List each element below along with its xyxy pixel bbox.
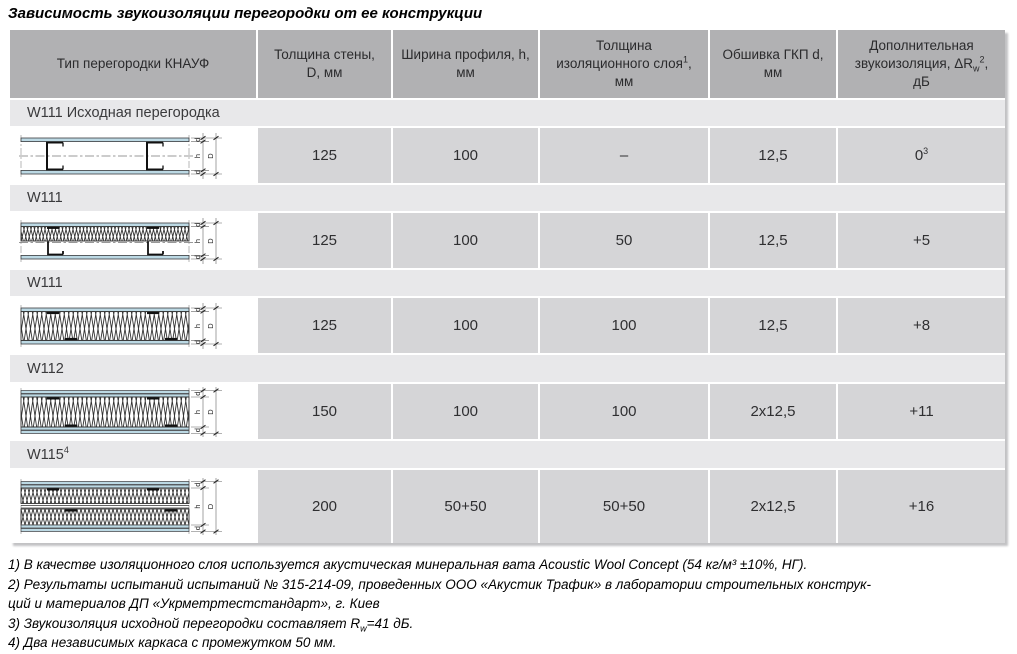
dimension-label-d: d	[193, 526, 202, 530]
footnote-2-line1: 2) Результаты испытаний испытаний № 315-…	[8, 576, 871, 592]
cell-insulation: 100	[540, 298, 708, 353]
cell-wall-thickness: 125	[258, 213, 391, 268]
footnote-2-line2: ций и материалов ДП «Укрметртестстандарт…	[8, 596, 380, 611]
partition-drawing: d h d D	[20, 302, 222, 349]
section-row-w111-original: W111 Исходная перегородка	[10, 100, 1005, 126]
dimension-label-h: h	[193, 504, 202, 508]
partition-drawing: d h d D	[20, 477, 222, 535]
partition-drawing: d h d D	[20, 386, 222, 437]
footnote-3: 3) Звукоизоляция исходной перегородки со…	[8, 615, 414, 634]
partition-diagram-w111-100: d h d D	[10, 298, 256, 353]
page-title: Зависимость звукоизоляции перегородки от…	[8, 5, 483, 22]
cell-cladding: 2x12,5	[710, 384, 836, 439]
dimension-label-h: h	[193, 238, 202, 242]
sound-insulation-table: Тип перегородки КНАУФ Толщина стены, D, …	[10, 30, 1005, 543]
dimension-label-h: h	[193, 409, 202, 413]
partition-diagram-w111-50: d h d D	[10, 213, 256, 268]
footnote-4: 4) Два независимых каркаса с промежутком…	[8, 635, 337, 650]
section-row-w111-100: W111	[10, 270, 1005, 296]
partition-diagram-w111-original: d h d D	[10, 128, 256, 183]
cell-cladding: 12,5	[710, 213, 836, 268]
section-row-w115: W1154	[10, 441, 1005, 468]
cell-insulation: 50+50	[540, 470, 708, 543]
cell-wall-thickness: 150	[258, 384, 391, 439]
cell-profile-width: 100	[393, 128, 538, 183]
cell-insulation: –	[540, 128, 708, 183]
section-row-w112: W112	[10, 355, 1005, 382]
partition-drawing: d h d D	[19, 132, 222, 179]
cell-extra-insulation: +8	[838, 298, 1005, 353]
dimension-label-D: D	[206, 237, 215, 243]
dimension-label-d: d	[193, 340, 202, 344]
cell-profile-width: 100	[393, 384, 538, 439]
header-extra-insulation: Дополнительная звукоизоляция, ΔRw2, дБ	[838, 30, 1005, 98]
header-wall-thickness: Толщина стены, D, мм	[258, 30, 391, 98]
dimension-label-d: d	[193, 170, 202, 174]
partition-diagram-w112: d h d D	[10, 384, 256, 439]
cell-wall-thickness: 200	[258, 470, 391, 543]
cell-cladding: 12,5	[710, 298, 836, 353]
cell-cladding: 12,5	[710, 128, 836, 183]
dimension-label-d: d	[193, 307, 202, 311]
cell-wall-thickness: 125	[258, 128, 391, 183]
header-profile-width: Ширина профиля, h, мм	[393, 30, 538, 98]
dimension-label-d: d	[193, 428, 202, 432]
dimension-label-d: d	[193, 255, 202, 259]
cell-profile-width: 50+50	[393, 470, 538, 543]
dimension-label-D: D	[206, 152, 215, 158]
header-insulation-thickness: Толщина изоляционного слоя1, мм	[540, 30, 708, 98]
dimension-label-h: h	[193, 323, 202, 327]
cell-extra-insulation: +5	[838, 213, 1005, 268]
cell-profile-width: 100	[393, 213, 538, 268]
dimension-label-D: D	[206, 322, 215, 328]
cell-insulation: 50	[540, 213, 708, 268]
cell-extra-insulation: +16	[838, 470, 1005, 543]
header-cladding: Обшивка ГКП d, мм	[710, 30, 836, 98]
cell-wall-thickness: 125	[258, 298, 391, 353]
footnotes: 1) В качестве изоляционного слоя использ…	[8, 555, 871, 653]
cell-cladding: 2x12,5	[710, 470, 836, 543]
cell-extra-insulation: 03	[838, 128, 1005, 183]
section-row-w111-50: W111	[10, 185, 1005, 211]
dimension-label-d: d	[193, 222, 202, 226]
cell-profile-width: 100	[393, 298, 538, 353]
dimension-label-D: D	[206, 503, 215, 509]
dimension-label-h: h	[193, 153, 202, 157]
dimension-label-d: d	[193, 391, 202, 395]
dimension-label-d: d	[193, 137, 202, 141]
footnote-1: 1) В качестве изоляционного слоя использ…	[8, 557, 808, 572]
dimension-label-D: D	[206, 408, 215, 414]
cell-insulation: 100	[540, 384, 708, 439]
partition-drawing: d h d D	[19, 217, 222, 264]
dimension-label-d: d	[193, 482, 202, 486]
header-partition-type: Тип перегородки КНАУФ	[10, 30, 256, 98]
cell-extra-insulation: +11	[838, 384, 1005, 439]
partition-diagram-w115: d h d D	[10, 470, 256, 543]
